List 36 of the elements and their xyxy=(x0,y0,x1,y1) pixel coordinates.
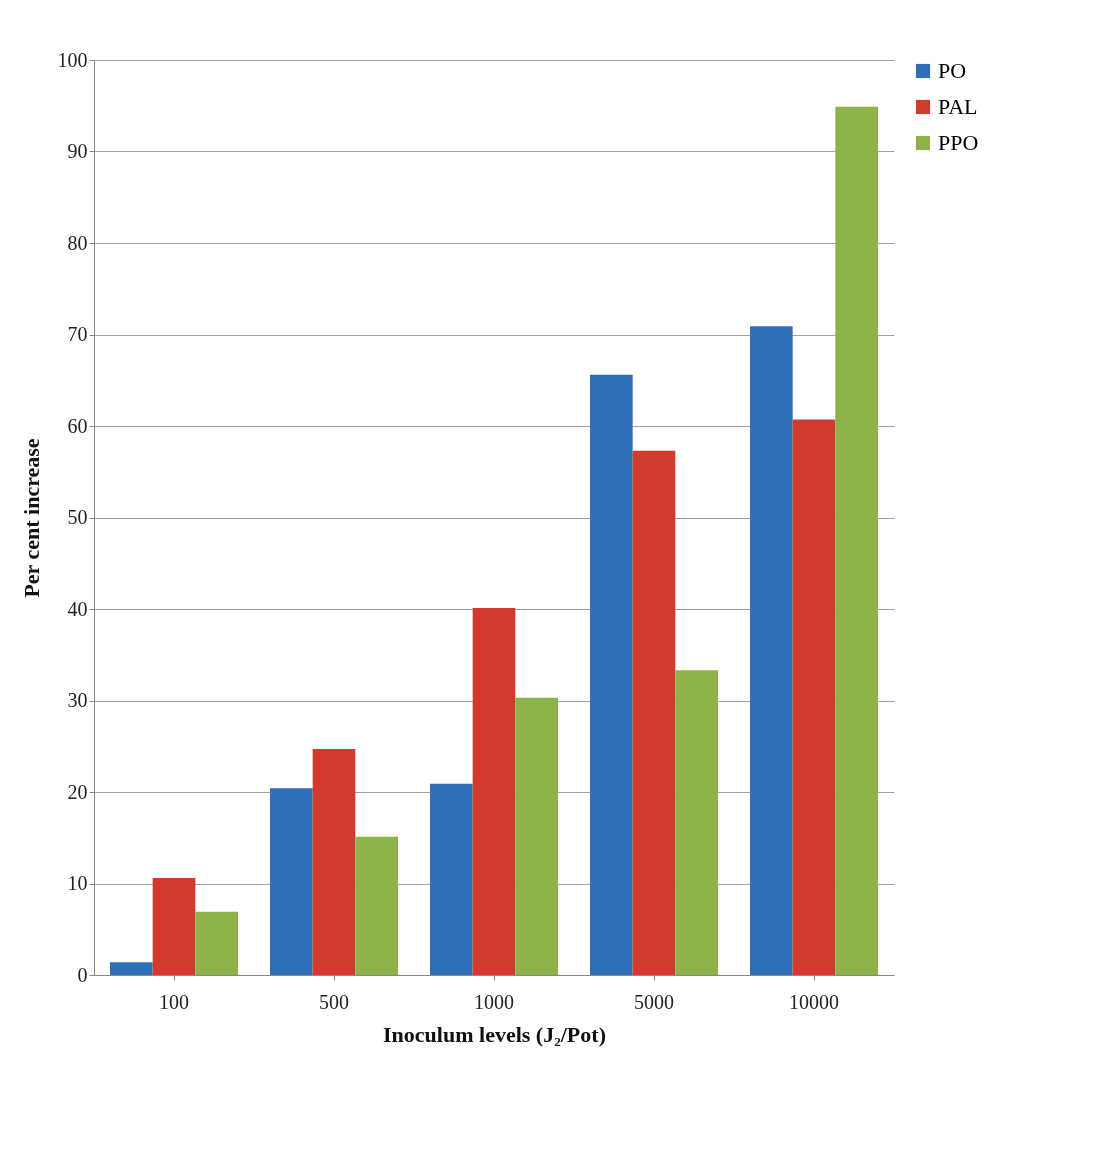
y-tick-label: 70 xyxy=(67,323,88,345)
bar xyxy=(590,374,633,975)
bar xyxy=(430,783,473,975)
x-tick-label: 10000 xyxy=(789,990,839,1013)
y-tick-label: 30 xyxy=(67,689,88,711)
y-tick-label: 50 xyxy=(67,506,88,528)
y-tick-label: 0 xyxy=(77,963,88,986)
x-tick-label: 100 xyxy=(159,990,189,1013)
bar xyxy=(312,749,356,975)
y-tick-label: 100 xyxy=(57,48,88,71)
y-tick-label: 40 xyxy=(67,597,88,620)
y-tick-label: 10 xyxy=(67,872,88,894)
legend-label: PAL xyxy=(938,94,978,119)
bar xyxy=(750,326,793,975)
legend-label: PPO xyxy=(938,130,979,155)
y-tick-label: 80 xyxy=(67,231,88,254)
y-tick-label: 20 xyxy=(67,780,88,803)
bar xyxy=(270,788,313,975)
bar xyxy=(472,608,516,975)
x-tick-label: 500 xyxy=(319,990,349,1013)
bar xyxy=(792,419,836,975)
bar xyxy=(355,836,398,975)
y-tick-label: 90 xyxy=(67,140,88,162)
x-axis-title: Inoculum levels (J₂/Pot) xyxy=(383,1021,606,1047)
bar xyxy=(675,670,718,975)
bar xyxy=(515,697,558,975)
x-tick-label: 5000 xyxy=(634,990,674,1013)
bar xyxy=(110,962,153,975)
bar xyxy=(152,878,196,975)
x-tick-label: 1000 xyxy=(474,990,514,1013)
y-tick-label: 60 xyxy=(67,414,88,437)
bar xyxy=(195,911,238,975)
bar xyxy=(835,106,878,975)
bar xyxy=(632,450,676,975)
y-axis-title: Per cent increase xyxy=(18,438,44,598)
legend-label: PO xyxy=(938,58,967,83)
